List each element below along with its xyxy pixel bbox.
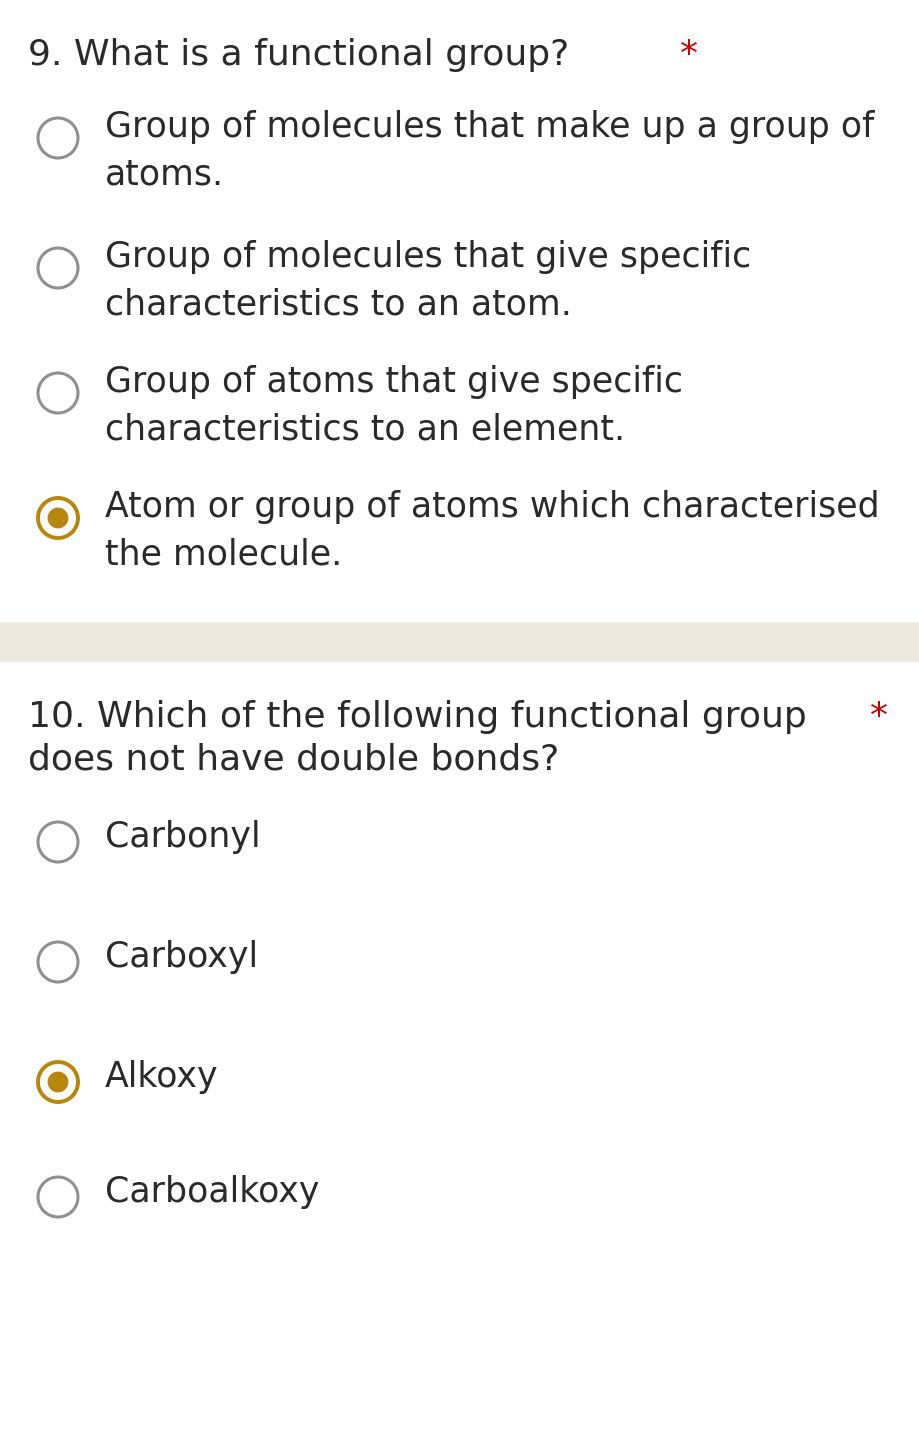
Text: Alkoxy: Alkoxy bbox=[105, 1060, 219, 1093]
Text: Carboalkoxy: Carboalkoxy bbox=[105, 1175, 319, 1208]
Text: Group of atoms that give specific
characteristics to an element.: Group of atoms that give specific charac… bbox=[105, 365, 682, 447]
Text: *: * bbox=[869, 700, 887, 734]
Text: 9. What is a functional group?: 9. What is a functional group? bbox=[28, 38, 569, 71]
Text: does not have double bonds?: does not have double bonds? bbox=[28, 743, 559, 776]
Text: Group of molecules that give specific
characteristics to an atom.: Group of molecules that give specific ch… bbox=[105, 240, 751, 322]
Text: Group of molecules that make up a group of
atoms.: Group of molecules that make up a group … bbox=[105, 111, 873, 192]
Circle shape bbox=[48, 508, 68, 529]
FancyBboxPatch shape bbox=[0, 622, 919, 662]
Text: 10. Which of the following functional group: 10. Which of the following functional gr… bbox=[28, 700, 806, 734]
Text: *: * bbox=[679, 38, 698, 71]
Text: Carboxyl: Carboxyl bbox=[105, 941, 258, 974]
Text: Atom or group of atoms which characterised
the molecule.: Atom or group of atoms which characteris… bbox=[105, 491, 879, 572]
Circle shape bbox=[48, 1072, 68, 1092]
Text: Carbonyl: Carbonyl bbox=[105, 820, 260, 855]
